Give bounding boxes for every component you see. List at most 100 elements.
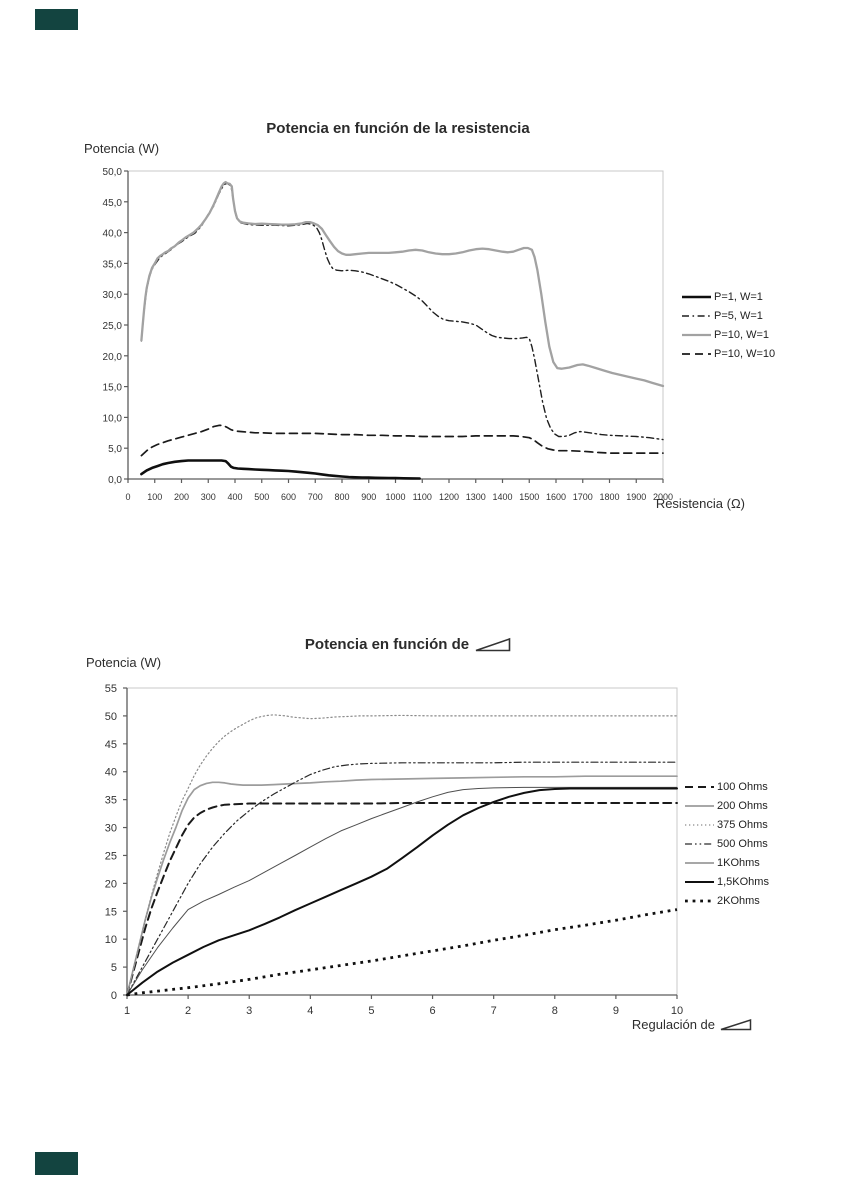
y-tick-label: 0 [111, 990, 117, 1002]
x-tick-label: 500 [254, 492, 269, 502]
chart2-x-axis-title-text: Regulación de [631, 1017, 715, 1032]
series-line-1kohms [126, 786, 678, 996]
x-tick-label: 5 [368, 1005, 374, 1017]
legend-label: 2KOhms [717, 894, 760, 907]
x-tick-label: 1700 [573, 492, 593, 502]
legend-item: P=10, W=1 [681, 325, 775, 344]
y-tick-label: 35 [105, 795, 117, 807]
y-tick-label: 25 [105, 850, 117, 862]
x-tick-label: 7 [491, 1005, 497, 1017]
chart1-x-axis-title: Resistencia (Ω) [520, 496, 745, 511]
y-tick-label: 50,0 [103, 167, 123, 178]
x-tick-label: 1500 [519, 492, 539, 502]
y-tick-label: 35,0 [103, 259, 123, 270]
legend-line-swatch [682, 352, 711, 355]
legend-item: 500 Ohms [684, 834, 769, 853]
chart2-x-axis-title: Regulación de [520, 1017, 752, 1032]
series-line-p-5-w-1 [140, 182, 664, 441]
y-tick-label: 0,0 [108, 475, 122, 486]
y-tick-label: 10 [105, 934, 117, 946]
chart2-y-axis-title: Potencia (W) [86, 655, 162, 670]
legend-label: P=1, W=1 [714, 290, 763, 303]
x-tick-label: 4 [307, 1005, 313, 1017]
chart1-x-axis-title-text: Resistencia (Ω) [655, 496, 745, 511]
y-tick-label: 40 [105, 767, 117, 779]
legend-label: 200 Ohms [717, 799, 768, 812]
y-tick-label: 30,0 [103, 290, 123, 301]
series-line-p-10-w-10 [140, 424, 664, 457]
legend-label: 500 Ohms [717, 837, 768, 850]
x-tick-label: 10 [671, 1005, 683, 1017]
legend-label: P=5, W=1 [714, 309, 763, 322]
ramp-triangle-icon [475, 637, 511, 652]
x-tick-label: 2 [185, 1005, 191, 1017]
x-tick-label: 1100 [413, 492, 432, 502]
x-tick-label: 1200 [439, 492, 459, 502]
y-tick-label: 20 [105, 878, 117, 890]
legend-label: 100 Ohms [717, 780, 768, 793]
legend-line-swatch [685, 899, 714, 902]
legend-label: P=10, W=10 [714, 347, 776, 360]
y-tick-label: 40,0 [103, 229, 123, 240]
x-tick-label: 1800 [599, 492, 619, 502]
legend-line-swatch [685, 862, 714, 863]
chart1-title: Potencia en función de la resistencia [128, 120, 668, 137]
legend-item: 200 Ohms [684, 796, 769, 815]
x-tick-label: 400 [227, 492, 242, 502]
y-tick-label: 15 [105, 906, 117, 918]
corner-mark-bottom-left [35, 1152, 78, 1175]
legend-item: 375 Ohms [684, 815, 769, 834]
x-tick-label: 1300 [466, 492, 486, 502]
x-tick-label: 600 [281, 492, 296, 502]
series-line-p-1-w-1 [140, 459, 421, 480]
x-tick-label: 1600 [546, 492, 566, 502]
x-tick-label: 100 [147, 492, 162, 502]
chart2-legend: 100 Ohms 200 Ohms 375 Ohms 500 Ohms 1KOhms 1,… [684, 777, 769, 910]
corner-mark-top-left [35, 9, 78, 30]
legend-line-swatch [685, 785, 714, 788]
legend-line-swatch [685, 804, 714, 807]
legend-item: 1,5KOhms [684, 872, 769, 891]
x-tick-label: 8 [552, 1005, 558, 1017]
y-tick-label: 5 [111, 962, 117, 974]
legend-line-swatch [685, 880, 714, 883]
x-tick-label: 300 [201, 492, 216, 502]
x-tick-label: 1 [124, 1005, 130, 1017]
series-line-200-ohms [126, 775, 678, 996]
x-tick-label: 1000 [385, 492, 405, 502]
x-tick-label: 2000 [653, 492, 673, 502]
x-tick-label: 1900 [626, 492, 646, 502]
legend-label: 1,5KOhms [717, 875, 769, 888]
legend-label: 1KOhms [717, 856, 760, 869]
x-tick-label: 900 [361, 492, 376, 502]
x-tick-label: 800 [334, 492, 349, 502]
series-line-2kohms [126, 908, 678, 997]
plot-border [126, 687, 678, 996]
legend-item: 1KOhms [684, 853, 769, 872]
y-tick-label: 20,0 [103, 352, 123, 363]
legend-line-swatch [682, 333, 711, 336]
legend-label: P=10, W=1 [714, 328, 770, 341]
y-tick-label: 55 [105, 683, 117, 695]
x-tick-label: 3 [246, 1005, 252, 1017]
y-tick-label: 45 [105, 739, 117, 751]
ramp-triangle-icon [720, 1018, 752, 1031]
legend-item: 100 Ohms [684, 777, 769, 796]
y-tick-label: 30 [105, 823, 117, 835]
legend-line-swatch [682, 314, 711, 317]
x-tick-label: 9 [613, 1005, 619, 1017]
series-line-500-ohms [126, 761, 678, 996]
legend-line-swatch [685, 842, 714, 845]
y-tick-label: 45,0 [103, 198, 123, 209]
y-tick-label: 15,0 [103, 383, 123, 394]
series-line-1-5kohms [126, 787, 678, 996]
y-tick-label: 10,0 [103, 413, 123, 424]
legend-item: P=10, W=10 [681, 344, 775, 363]
y-tick-label: 5,0 [108, 444, 122, 455]
x-tick-label: 200 [174, 492, 189, 502]
y-tick-label: 50 [105, 711, 117, 723]
legend-line-swatch [685, 823, 714, 826]
x-tick-label: 6 [429, 1005, 435, 1017]
